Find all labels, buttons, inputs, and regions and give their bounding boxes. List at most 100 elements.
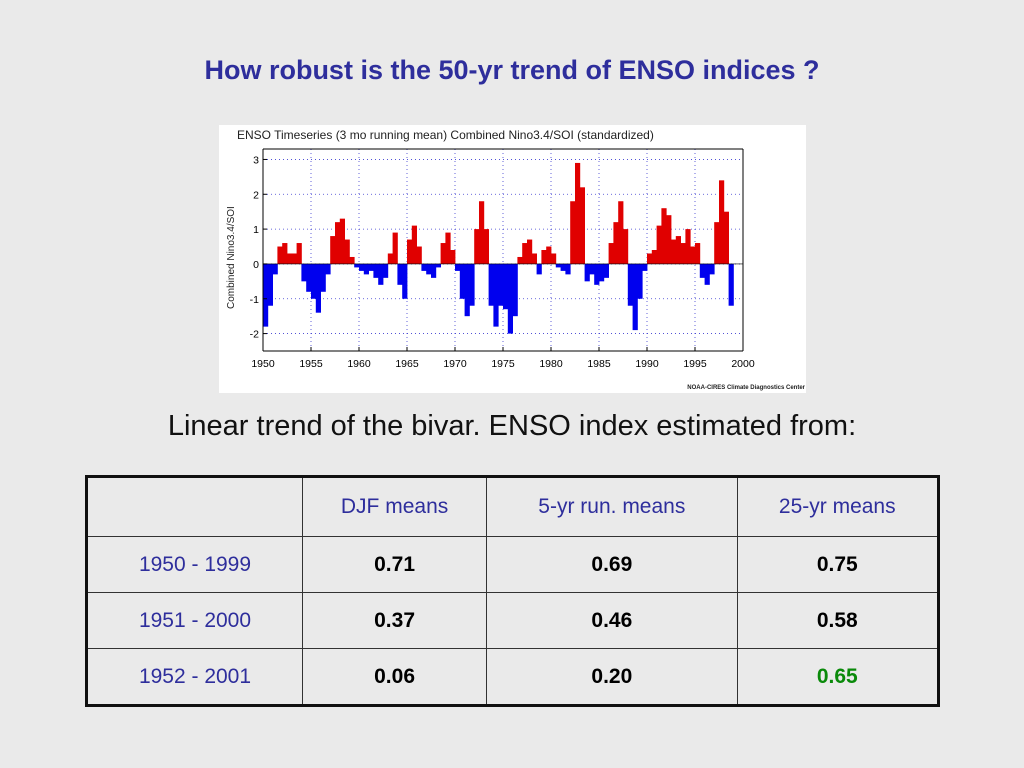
x-tick-label: 1995 [683,358,707,370]
enso-bar [349,256,355,264]
enso-bar [608,243,614,264]
enso-bar [330,236,336,264]
enso-bar [565,263,571,275]
table-cell: 0.69 [486,536,738,593]
enso-bar [431,263,437,278]
enso-bar [272,263,278,275]
table-cell: 0.46 [486,592,738,649]
enso-bar [685,229,691,264]
enso-bar [267,263,273,306]
slide-title: How robust is the 50-yr trend of ENSO in… [204,55,820,85]
enso-bar [714,222,720,264]
x-tick-label: 2000 [731,358,755,370]
enso-bar [671,239,677,264]
enso-bar [517,256,523,264]
x-tick-label: 1970 [443,358,467,370]
enso-bar [435,263,441,268]
enso-bar [488,263,494,306]
enso-bar [483,229,489,264]
enso-bar [397,263,403,285]
enso-bar [373,263,379,278]
enso-bar [695,243,701,264]
enso-bar [354,263,360,268]
enso-bar [296,243,302,264]
enso-bar [493,263,499,327]
enso-bar [282,243,288,264]
enso-bar [383,263,389,278]
enso-bar [512,263,518,317]
chart-title: ENSO Timeseries (3 mo running mean) Comb… [237,128,654,142]
enso-bar [479,201,485,264]
enso-bar [541,250,547,264]
enso-bar [474,229,480,264]
table-cell: 0.71 [301,536,488,593]
enso-bar [440,243,446,264]
enso-bar [647,253,653,264]
enso-bar [426,263,432,275]
enso-bar [575,162,581,264]
enso-bar [661,208,667,264]
enso-bar [455,263,461,271]
bars-layer [263,162,734,334]
y-tick-label: -2 [250,329,259,341]
enso-bar [627,263,633,306]
enso-bar [551,253,557,264]
enso-bar [359,263,365,271]
x-tick-label: 1950 [251,358,275,370]
enso-bar [469,263,475,306]
enso-bar [560,263,566,271]
enso-bar [464,263,470,317]
row-label: 1950 - 1999 [86,536,303,593]
enso-bar [277,246,283,264]
enso-bar [503,263,509,310]
y-tick-label: -1 [250,294,259,306]
enso-bar [719,180,725,264]
enso-bar [416,246,422,264]
table-header-row: DJF means 5-yr run. means 25-yr means [86,476,940,537]
y-tick-label: 1 [253,224,259,236]
enso-bar [306,263,312,292]
table-row: 1952 - 2001 0.06 0.20 0.65 [86,648,940,706]
enso-bar [335,222,341,264]
enso-bar [666,215,672,264]
enso-bar [411,225,417,264]
x-tick-label: 1960 [347,358,371,370]
enso-bar [263,263,269,327]
table-cell: 0.37 [301,592,488,649]
enso-bar [632,263,638,331]
enso-bar [613,222,619,264]
y-axis-label: Combined Nino3.4/SOI [226,206,237,309]
y-tick-label: 2 [253,189,259,201]
enso-bar [301,263,307,282]
enso-bar [709,263,715,275]
axis-layer: 1950 1955 1960 1965 1970 1975 1980 1985 1990 1995… [250,148,755,370]
enso-bar [315,263,321,313]
x-tick-label: 1965 [395,358,419,370]
enso-bar [407,239,413,264]
enso-bar [618,201,624,264]
enso-bar [536,263,542,275]
enso-bar [445,232,451,264]
enso-bar [402,263,408,299]
enso-chart-svg: ENSO Timeseries (3 mo running mean) Comb… [226,128,806,391]
x-tick-label: 1975 [491,358,515,370]
x-tick-label: 1980 [539,358,563,370]
enso-bar [527,239,533,264]
table-header-cell: DJF means [301,476,488,537]
enso-bar [594,263,600,285]
enso-bar [378,263,384,285]
row-label: 1951 - 2000 [86,592,303,649]
chart-credit: NOAA-CIRES Climate Diagnostics Center [687,385,805,391]
enso-bar [311,263,317,299]
enso-bar [498,263,504,306]
table-header-cell: 25-yr means [736,476,940,537]
enso-bar [690,246,696,264]
table-row: 1951 - 2000 0.37 0.46 0.58 [86,592,940,649]
enso-bar [450,250,456,264]
enso-bar [675,236,681,264]
enso-bar [291,253,297,264]
enso-chart: ENSO Timeseries (3 mo running mean) Comb… [219,125,806,393]
enso-bar [339,218,345,264]
enso-bar [459,263,465,299]
trend-table: DJF means 5-yr run. means 25-yr means 19… [85,475,940,707]
